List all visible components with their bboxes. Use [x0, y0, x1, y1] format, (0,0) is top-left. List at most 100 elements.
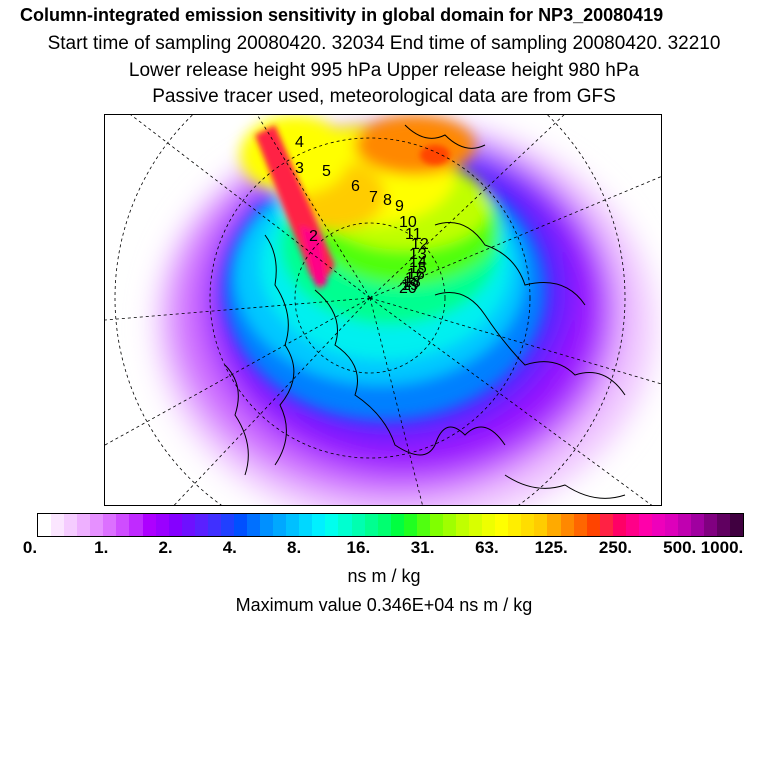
colorbar-segment — [325, 514, 339, 536]
colorbar-segment — [534, 514, 548, 536]
colorbar-tick-label: 0. — [22, 538, 38, 557]
colorbar-segment — [220, 514, 234, 536]
colorbar-segment — [704, 514, 718, 536]
colorbar-segment — [194, 514, 208, 536]
colorbar-segment — [351, 514, 365, 536]
traj-label: 15 — [409, 260, 427, 277]
release-height-line: Lower release height 995 hPa Upper relea… — [128, 60, 640, 81]
traj-label: 7 — [369, 189, 378, 206]
colorbar-segment — [103, 514, 117, 536]
traj-label: 4 — [295, 134, 304, 151]
colorbar-tick-label: 31. — [410, 538, 435, 557]
colorbar-segment — [730, 514, 744, 536]
colorbar-segment — [168, 514, 182, 536]
chart-title: Column-integrated emission sensitivity i… — [20, 5, 664, 25]
colorbar-segment — [38, 514, 52, 536]
colorbar-segment — [599, 514, 613, 536]
colorbar-segment — [651, 514, 665, 536]
traj-label: 17 — [405, 270, 423, 287]
map-plot: 4 3 5 6 7 8 9 10 11 12 13 14 15 16 17 18… — [105, 115, 661, 505]
colorbar-segment — [129, 514, 143, 536]
colorbar-segment — [181, 514, 195, 536]
colorbar-segment — [142, 514, 156, 536]
colorbar-segment — [717, 514, 731, 536]
colorbar-segment — [338, 514, 352, 536]
colorbar-tick-label: 1000. — [700, 538, 744, 557]
coastlines — [224, 124, 626, 499]
traj-label: 5 — [322, 163, 331, 180]
colorbar-segment — [233, 514, 247, 536]
colorbar-segment — [429, 514, 443, 536]
colorbar-segment — [364, 514, 378, 536]
colorbar-segment — [51, 514, 65, 536]
colorbar-segment — [312, 514, 326, 536]
colorbar-segment — [625, 514, 639, 536]
traj-label: 9 — [395, 198, 404, 215]
colorbar-segment — [286, 514, 300, 536]
colorbar-segment — [155, 514, 169, 536]
colorbar-segment — [64, 514, 78, 536]
colorbar-segment — [299, 514, 313, 536]
colorbar-segment — [586, 514, 600, 536]
colorbar-tick-label: 8. — [286, 538, 302, 557]
traj-label: 20 — [399, 280, 417, 297]
traj-label: 13 — [409, 246, 427, 263]
maximum-value-label: Maximum value 0.346E+04 ns m / kg — [235, 595, 533, 615]
field-core — [255, 125, 450, 290]
colorbar-tick-label: 2. — [158, 538, 173, 557]
colorbar-segment — [691, 514, 705, 536]
colorbar-segment — [416, 514, 430, 536]
traj-label: 14 — [409, 254, 427, 271]
colorbar-segment — [207, 514, 221, 536]
trajectory-labels: 4 3 5 6 7 8 9 10 11 12 13 14 15 16 17 18… — [295, 134, 429, 297]
colorbar-segment — [403, 514, 417, 536]
colorbar-segment — [638, 514, 652, 536]
colorbar-segment — [273, 514, 287, 536]
colorbar-segment — [90, 514, 104, 536]
latitude-circles — [114, 115, 626, 505]
colorbar-tick-label: 1. — [94, 538, 109, 557]
colorbar-segment — [456, 514, 470, 536]
traj-label: 16 — [407, 266, 425, 283]
tracer-info-line: Passive tracer used, meteorological data… — [152, 86, 616, 107]
colorbar-segment — [573, 514, 587, 536]
colorbar-tick-label: 63. — [475, 538, 499, 557]
traj-label: 12 — [411, 236, 429, 253]
traj-label: 8 — [383, 192, 392, 209]
colorbar-segment — [521, 514, 535, 536]
field-middle — [225, 115, 545, 420]
traj-label: 2 — [309, 228, 318, 245]
colorbar-tick-label: 250. — [598, 538, 632, 557]
colorbar — [37, 513, 744, 537]
meridians — [105, 115, 661, 505]
colorbar-tick-label: 4. — [222, 538, 237, 557]
colorbar-tick-label: 16. — [346, 538, 371, 557]
colorbar-segment — [377, 514, 391, 536]
traj-label: 10 — [399, 214, 417, 231]
traj-label: 3 — [295, 160, 304, 177]
traj-label: 19 — [401, 277, 419, 294]
sampling-time-line: Start time of sampling 20080420. 32034 E… — [47, 33, 721, 54]
colorbar-segment — [116, 514, 130, 536]
traj-label: 11 — [405, 226, 422, 243]
colorbar-segment — [612, 514, 626, 536]
colorbar-tick-label: 125. — [534, 538, 568, 557]
colorbar-segment — [495, 514, 509, 536]
colorbar-segment — [77, 514, 91, 536]
sensitivity-map: 4 3 5 6 7 8 9 10 11 12 13 14 15 16 17 18… — [104, 114, 662, 506]
colorbar-unit-label: ns m / kg — [347, 566, 421, 586]
colorbar-segment — [482, 514, 496, 536]
colorbar-segment — [547, 514, 561, 536]
colorbar-segment — [469, 514, 483, 536]
colorbar-segment — [678, 514, 692, 536]
colorbar-segment — [508, 514, 522, 536]
colorbar-segment — [442, 514, 456, 536]
colorbar-tick-label: 500. — [663, 538, 697, 557]
traj-label: 18 — [403, 274, 421, 291]
colorbar-segment — [560, 514, 574, 536]
traj-label: 6 — [351, 178, 360, 195]
colorbar-segment — [665, 514, 679, 536]
colorbar-segment — [390, 514, 404, 536]
colorbar-segment — [247, 514, 261, 536]
colorbar-segment — [260, 514, 274, 536]
